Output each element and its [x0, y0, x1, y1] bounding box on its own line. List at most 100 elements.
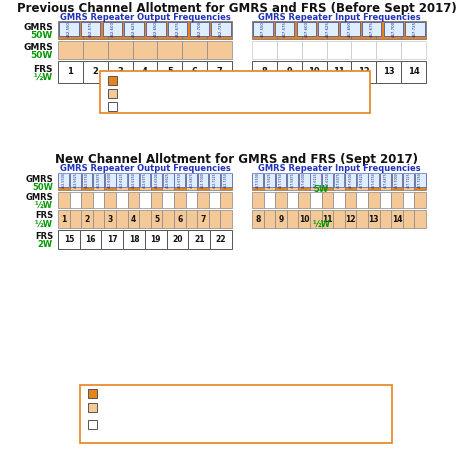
Bar: [93, 174, 104, 190]
Bar: [287, 174, 299, 190]
Bar: [80, 230, 101, 249]
Bar: [253, 22, 273, 36]
Text: 7: 7: [217, 67, 222, 76]
Bar: [189, 230, 210, 249]
Bar: [207, 41, 232, 59]
Bar: [182, 41, 207, 59]
Bar: [333, 210, 345, 228]
Bar: [362, 22, 382, 36]
Bar: [211, 22, 231, 36]
Bar: [220, 210, 232, 228]
Bar: [146, 22, 165, 36]
Bar: [414, 174, 426, 190]
Bar: [380, 173, 391, 187]
Bar: [310, 173, 321, 187]
Bar: [174, 210, 186, 228]
Bar: [168, 22, 187, 36]
Text: 467.650: 467.650: [348, 21, 352, 37]
Text: 467.575: 467.575: [283, 21, 287, 37]
Bar: [182, 61, 207, 83]
Bar: [376, 41, 401, 59]
Bar: [116, 192, 128, 208]
Text: 462.7250: 462.7250: [224, 172, 228, 188]
Bar: [333, 174, 345, 190]
Bar: [133, 41, 157, 59]
Bar: [321, 174, 333, 190]
Bar: [157, 21, 182, 39]
Bar: [88, 389, 97, 398]
Text: 467.550: 467.550: [261, 21, 265, 37]
Bar: [105, 173, 116, 187]
Text: 467.6125: 467.6125: [314, 172, 318, 188]
Text: 462.5750: 462.5750: [85, 172, 89, 188]
Text: FRS: FRS: [34, 65, 53, 74]
Bar: [340, 22, 360, 36]
Text: GMRS Repeater Output Frequencies: GMRS Repeater Output Frequencies: [60, 164, 230, 173]
Bar: [275, 174, 287, 190]
Bar: [93, 192, 104, 208]
Bar: [70, 174, 81, 190]
Bar: [58, 210, 70, 228]
Text: Previous Channel Allotment for GMRS and FRS (Before Sept 2017): Previous Channel Allotment for GMRS and …: [17, 2, 457, 15]
Bar: [334, 173, 344, 187]
Bar: [275, 22, 294, 36]
Text: GMRS: GMRS: [23, 22, 53, 31]
Bar: [82, 173, 92, 187]
Bar: [252, 192, 264, 208]
Bar: [287, 192, 299, 208]
Bar: [302, 41, 327, 59]
Bar: [151, 210, 163, 228]
Text: GMRS Main Channels, 25KHz, 50 W power: GMRS Main Channels, 25KHz, 50 W power: [101, 389, 262, 399]
Bar: [167, 230, 189, 249]
Bar: [140, 173, 150, 187]
Bar: [333, 192, 345, 208]
Text: New FRS Channels, 12.5 KHz, 2 W power: New FRS Channels, 12.5 KHz, 2 W power: [101, 421, 256, 430]
Bar: [81, 174, 93, 190]
Text: 2: 2: [92, 67, 98, 76]
Text: 11: 11: [333, 67, 345, 76]
Bar: [70, 210, 81, 228]
Text: 1: 1: [61, 215, 66, 224]
Bar: [108, 102, 117, 111]
Text: 11: 11: [322, 215, 333, 224]
Text: 4: 4: [131, 215, 136, 224]
Bar: [287, 210, 299, 228]
Text: FRS: FRS: [35, 232, 53, 241]
Bar: [108, 21, 133, 39]
Bar: [83, 21, 108, 39]
Bar: [210, 230, 232, 249]
Bar: [345, 210, 356, 228]
Text: 467.725: 467.725: [413, 21, 417, 37]
Text: 9: 9: [286, 67, 292, 76]
Text: 467.675: 467.675: [370, 21, 374, 37]
Bar: [133, 61, 157, 83]
Bar: [151, 192, 163, 208]
Text: 6: 6: [192, 67, 198, 76]
Bar: [310, 210, 321, 228]
Bar: [264, 174, 275, 190]
Text: GMRS Repeater Input Frequencies: GMRS Repeater Input Frequencies: [258, 164, 420, 173]
Bar: [310, 174, 321, 190]
Bar: [81, 22, 100, 36]
Bar: [275, 210, 287, 228]
Bar: [252, 21, 277, 39]
Text: 462.600: 462.600: [110, 21, 114, 37]
Text: 13: 13: [369, 215, 379, 224]
Text: 467.7000: 467.7000: [395, 172, 399, 188]
Bar: [101, 230, 123, 249]
Text: 2W: 2W: [38, 240, 53, 249]
Text: 467.600: 467.600: [304, 21, 309, 37]
Bar: [124, 22, 144, 36]
Text: 462.6375: 462.6375: [143, 172, 147, 188]
Bar: [80, 385, 392, 443]
Bar: [139, 174, 151, 190]
Bar: [376, 21, 401, 39]
Bar: [299, 210, 310, 228]
Text: 12: 12: [346, 215, 356, 224]
Bar: [368, 210, 380, 228]
Text: 462.7125: 462.7125: [213, 172, 217, 188]
Bar: [58, 192, 70, 208]
Text: 22: 22: [216, 235, 227, 244]
Bar: [209, 210, 220, 228]
Text: ½W: ½W: [35, 201, 53, 210]
